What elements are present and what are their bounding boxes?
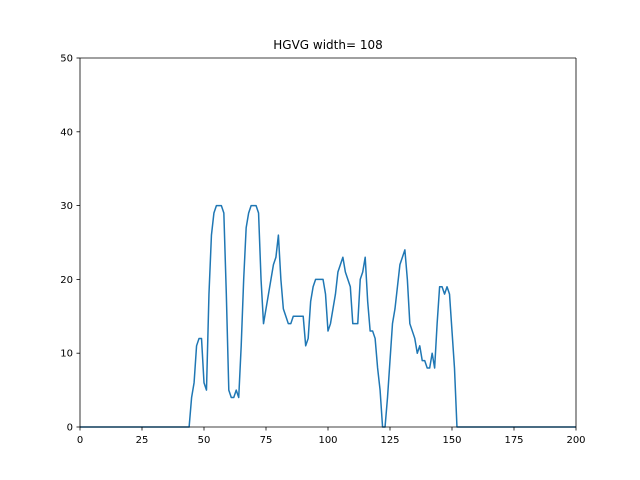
series-layer [80, 204, 576, 428]
x-tick-label: 50 [198, 435, 211, 446]
x-tick-label: 100 [318, 435, 337, 446]
x-axis-ticks: 0 25 50 75 100 125 150 175 200 [77, 427, 586, 446]
y-tick-label: 50 [60, 54, 73, 65]
x-tick-label: 175 [504, 435, 523, 446]
x-tick-label: 75 [260, 435, 273, 446]
series-line-0 [80, 204, 576, 428]
x-tick-label: 25 [136, 435, 149, 446]
plot-area [80, 58, 576, 427]
x-tick-label: 150 [442, 435, 461, 446]
y-tick-label: 40 [60, 127, 73, 138]
x-tick-label: 0 [77, 435, 83, 446]
x-tick-label: 125 [380, 435, 399, 446]
chart-title: HGVG width= 108 [273, 38, 383, 52]
y-tick-label: 20 [60, 275, 73, 286]
y-tick-label: 30 [60, 201, 73, 212]
y-axis-ticks: 0 10 20 30 40 50 [60, 54, 80, 434]
y-tick-label: 10 [60, 349, 73, 360]
x-tick-label: 200 [566, 435, 585, 446]
y-tick-label: 0 [67, 423, 73, 434]
